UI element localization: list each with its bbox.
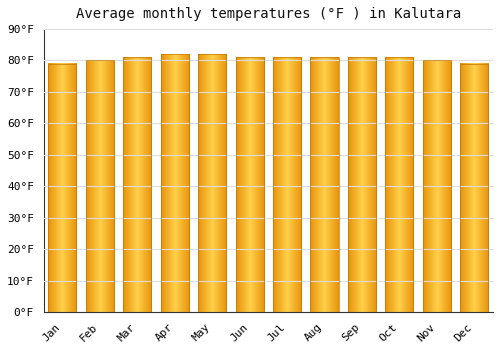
Bar bbox=[423, 61, 451, 312]
Bar bbox=[123, 57, 152, 312]
Bar bbox=[198, 54, 226, 312]
Bar bbox=[386, 57, 413, 312]
Bar bbox=[310, 57, 338, 312]
Bar bbox=[86, 61, 114, 312]
Title: Average monthly temperatures (°F ) in Kalutara: Average monthly temperatures (°F ) in Ka… bbox=[76, 7, 461, 21]
Bar bbox=[236, 57, 264, 312]
Bar bbox=[160, 54, 189, 312]
Bar bbox=[273, 57, 301, 312]
Bar bbox=[348, 57, 376, 312]
Bar bbox=[48, 64, 76, 312]
Bar bbox=[460, 64, 488, 312]
